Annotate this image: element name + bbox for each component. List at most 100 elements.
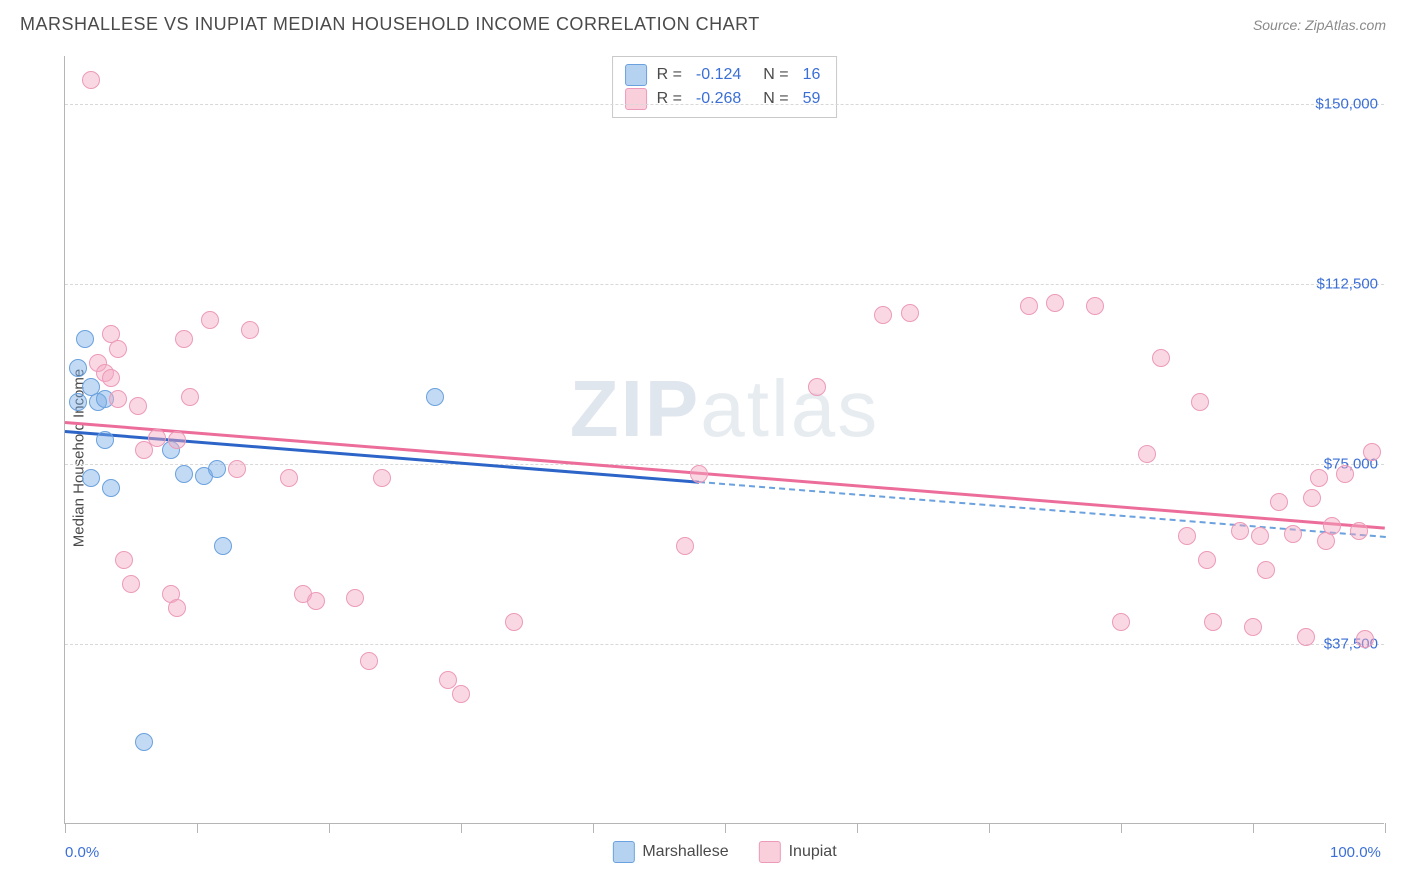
data-point [175,330,193,348]
x-tick [197,823,198,833]
y-tick-label: $112,500 [1317,276,1378,293]
plot-area: ZIPatlas R = -0.124 N = 16 R = -0.268 N … [64,56,1384,824]
data-point [439,671,457,689]
stats-legend: R = -0.124 N = 16 R = -0.268 N = 59 [612,56,838,118]
data-point [505,613,523,631]
r-label: R = [657,87,682,111]
legend-label: Marshallese [642,843,728,861]
data-point [115,551,133,569]
data-point [102,479,120,497]
data-point [1204,613,1222,631]
swatch-pink-icon [759,841,781,863]
x-tick [857,823,858,833]
data-point [346,589,364,607]
gridline [65,284,1384,285]
gridline [65,104,1384,105]
data-point [1303,489,1321,507]
data-point [808,378,826,396]
x-tick [725,823,726,833]
r-value-marshallese: -0.124 [696,63,741,87]
data-point [208,460,226,478]
data-point [228,460,246,478]
data-point [280,469,298,487]
watermark: ZIPatlas [570,363,879,455]
data-point [102,369,120,387]
data-point [1297,628,1315,646]
data-point [690,465,708,483]
chart-header: MARSHALLESE VS INUPIAT MEDIAN HOUSEHOLD … [0,0,1406,45]
data-point [307,592,325,610]
data-point [1257,561,1275,579]
y-tick-label: $150,000 [1315,96,1378,113]
x-tick [989,823,990,833]
data-point [1323,517,1341,535]
swatch-blue-icon [625,64,647,86]
data-point [1231,522,1249,540]
data-point [1020,297,1038,315]
x-tick-label: 0.0% [65,844,99,861]
data-point [373,469,391,487]
data-point [1138,445,1156,463]
data-point [426,388,444,406]
x-tick [329,823,330,833]
watermark-bold: ZIP [570,364,700,453]
regression-line [65,421,1385,530]
data-point [168,431,186,449]
n-value-inupiat: 59 [803,87,821,111]
data-point [168,599,186,617]
x-tick [1385,823,1386,833]
data-point [360,652,378,670]
data-point [135,733,153,751]
data-point [76,330,94,348]
legend-item-marshallese: Marshallese [612,841,728,863]
x-tick [65,823,66,833]
data-point [175,465,193,483]
data-point [129,397,147,415]
chart-container: Median Household Income ZIPatlas R = -0.… [20,48,1386,868]
x-tick [1253,823,1254,833]
data-point [82,469,100,487]
data-point [1356,630,1374,648]
n-label: N = [763,63,788,87]
r-label: R = [657,63,682,87]
n-value-marshallese: 16 [803,63,821,87]
data-point [1270,493,1288,511]
n-label: N = [763,87,788,111]
data-point [1086,297,1104,315]
swatch-pink-icon [625,88,647,110]
data-point [109,390,127,408]
data-point [1310,469,1328,487]
data-point [676,537,694,555]
data-point [122,575,140,593]
data-point [1152,349,1170,367]
data-point [1363,443,1381,461]
data-point [1046,294,1064,312]
data-point [69,359,87,377]
data-point [181,388,199,406]
data-point [1244,618,1262,636]
legend-item-inupiat: Inupiat [759,841,837,863]
series-legend: Marshallese Inupiat [612,841,836,863]
data-point [874,306,892,324]
data-point [201,311,219,329]
data-point [1284,525,1302,543]
stats-row-marshallese: R = -0.124 N = 16 [625,63,821,87]
gridline [65,644,1384,645]
swatch-blue-icon [612,841,634,863]
chart-title: MARSHALLESE VS INUPIAT MEDIAN HOUSEHOLD … [20,14,760,35]
x-tick [593,823,594,833]
data-point [148,429,166,447]
data-point [1112,613,1130,631]
data-point [69,393,87,411]
x-tick [1121,823,1122,833]
data-point [96,431,114,449]
data-point [241,321,259,339]
data-point [1198,551,1216,569]
data-point [1191,393,1209,411]
data-point [452,685,470,703]
data-point [1251,527,1269,545]
data-point [82,71,100,89]
x-tick [461,823,462,833]
data-point [901,304,919,322]
gridline [65,464,1384,465]
